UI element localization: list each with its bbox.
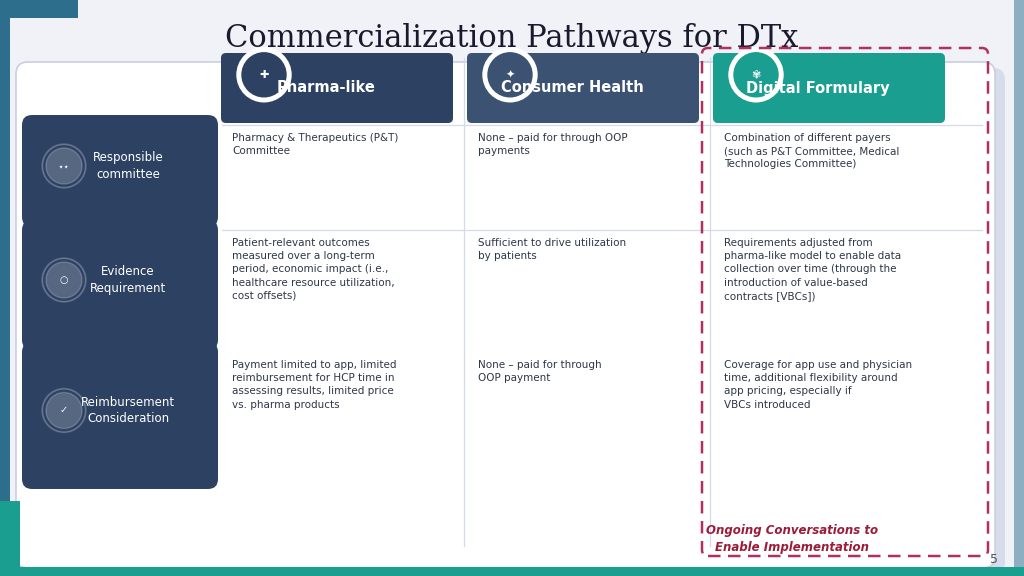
Text: ✚: ✚	[259, 70, 268, 80]
Bar	[0, 501, 20, 576]
Circle shape	[734, 53, 778, 97]
Circle shape	[46, 262, 82, 298]
FancyBboxPatch shape	[467, 53, 699, 123]
Circle shape	[44, 260, 84, 300]
Circle shape	[237, 48, 291, 102]
FancyBboxPatch shape	[221, 53, 453, 123]
Circle shape	[44, 391, 84, 430]
Bar	[0, 0, 10, 576]
Text: Commercialization Pathways for DTx: Commercialization Pathways for DTx	[225, 22, 799, 54]
Circle shape	[729, 48, 783, 102]
FancyBboxPatch shape	[713, 53, 945, 123]
FancyBboxPatch shape	[16, 62, 995, 568]
Text: Requirements adjusted from
pharma-like model to enable data
collection over time: Requirements adjusted from pharma-like m…	[724, 238, 901, 301]
Text: Reimbursement
Consideration: Reimbursement Consideration	[81, 396, 175, 425]
Bar	[1014, 0, 1024, 567]
Text: Coverage for app use and physician
time, additional flexibility around
app prici: Coverage for app use and physician time,…	[724, 360, 912, 410]
Circle shape	[488, 53, 532, 97]
Circle shape	[483, 48, 537, 102]
Text: ⋆⋆: ⋆⋆	[58, 161, 70, 171]
Circle shape	[242, 53, 286, 97]
Bar	[10, 0, 78, 18]
Text: Pharmacy & Therapeutics (P&T)
Committee: Pharmacy & Therapeutics (P&T) Committee	[232, 133, 398, 156]
Text: 5: 5	[990, 553, 998, 566]
Text: Patient-relevant outcomes
measured over a long-term
period, economic impact (i.e: Patient-relevant outcomes measured over …	[232, 238, 394, 301]
Text: ✾: ✾	[752, 70, 761, 80]
FancyBboxPatch shape	[22, 342, 218, 489]
Text: Pharma-like: Pharma-like	[276, 81, 376, 96]
Text: None – paid for through
OOP payment: None – paid for through OOP payment	[478, 360, 602, 383]
Text: None – paid for through OOP
payments: None – paid for through OOP payments	[478, 133, 628, 156]
Text: Ongoing Conversations to
Enable Implementation: Ongoing Conversations to Enable Implemen…	[706, 524, 878, 554]
FancyBboxPatch shape	[22, 220, 218, 350]
FancyBboxPatch shape	[26, 68, 1005, 574]
Text: Evidence
Requirement: Evidence Requirement	[90, 266, 166, 295]
Text: Consumer Health: Consumer Health	[501, 81, 643, 96]
Text: Digital Formulary: Digital Formulary	[746, 81, 890, 96]
Text: ○: ○	[59, 275, 69, 285]
Text: Payment limited to app, limited
reimbursement for HCP time in
assessing results,: Payment limited to app, limited reimburs…	[232, 360, 396, 410]
Text: ✦: ✦	[505, 70, 515, 80]
Circle shape	[46, 148, 82, 184]
Text: ✓: ✓	[60, 406, 68, 415]
FancyBboxPatch shape	[22, 115, 218, 227]
Text: Combination of different payers
(such as P&T Committee, Medical
Technologies Com: Combination of different payers (such as…	[724, 133, 899, 169]
Circle shape	[46, 392, 82, 429]
Text: Sufficient to drive utilization
by patients: Sufficient to drive utilization by patie…	[478, 238, 626, 261]
Circle shape	[42, 258, 86, 302]
Circle shape	[42, 144, 86, 188]
Bar	[0, 567, 1024, 576]
Text: Responsible
committee: Responsible committee	[92, 151, 164, 181]
Circle shape	[44, 146, 84, 186]
Circle shape	[42, 388, 86, 433]
